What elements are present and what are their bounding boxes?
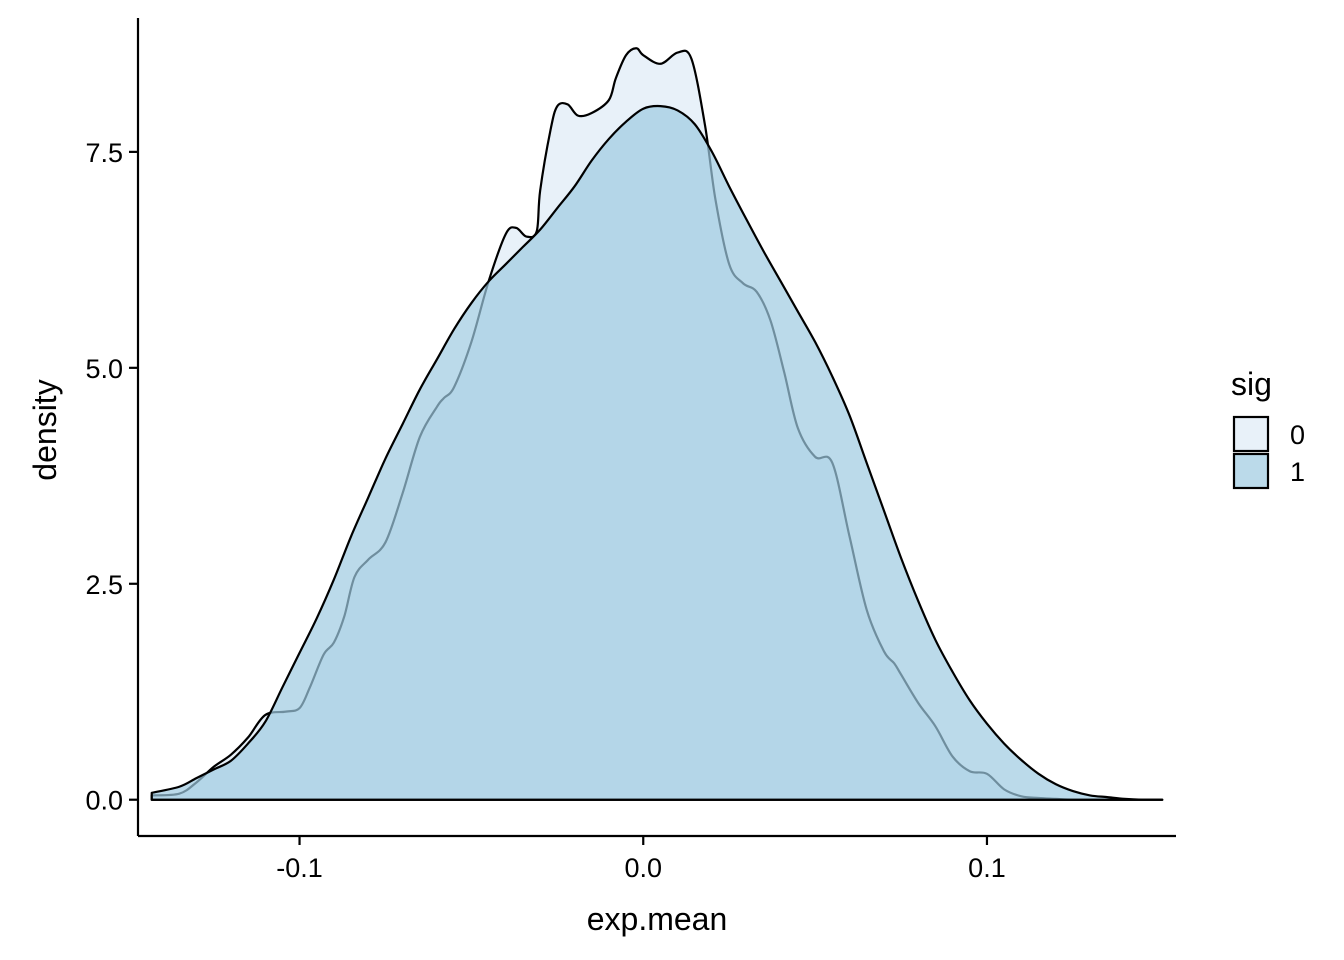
x-axis-title: exp.mean [587,901,728,937]
legend-items: 01 [1232,415,1305,490]
x-axis-ticks: -0.1 0.0 0.1 [276,836,1006,883]
density-areas [150,47,1164,801]
legend-label-1: 1 [1290,457,1305,487]
y-tick-label: 2.5 [85,570,123,600]
y-tick-label: 5.0 [85,354,123,384]
y-tick-label: 0.0 [85,786,123,816]
legend-swatch-1 [1232,452,1270,490]
x-tick-label: -0.1 [276,853,323,883]
y-axis-title: density [27,379,63,480]
legend-swatch-0 [1232,415,1270,453]
legend: sig 01 [1231,366,1305,490]
density-area-sig-1 [150,104,1164,801]
legend-title: sig [1231,366,1272,402]
axes: -0.1 0.0 0.1 0.0 2.5 5.0 7.5 [85,18,1176,883]
x-tick-label: 0.0 [624,853,662,883]
legend-label-0: 0 [1290,420,1305,450]
y-axis-ticks: 0.0 2.5 5.0 7.5 [85,138,138,816]
y-tick-label: 7.5 [85,138,123,168]
x-tick-label: 0.1 [968,853,1006,883]
